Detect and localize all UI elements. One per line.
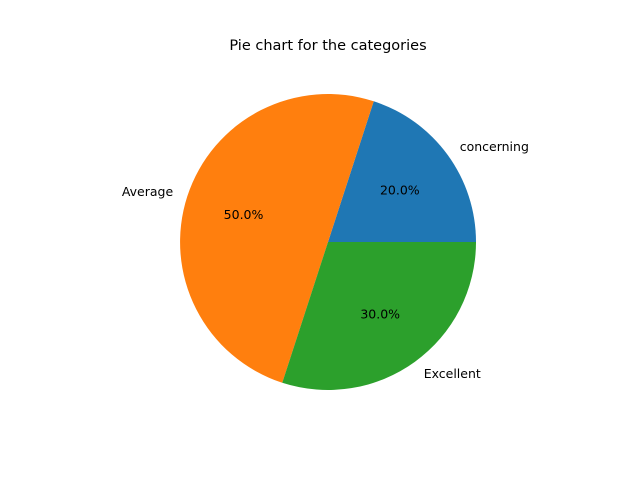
pie-slices [180,94,476,390]
pie-slice-concerning [328,101,476,242]
slice-label-concerning: concerning [460,139,529,154]
slice-label-average: Average [122,184,174,199]
pie-slice-average [180,94,374,383]
pie-labels: concerning 20.0% Average 50.0% Excellent 30.0… [122,139,529,381]
percent-label-concerning: 20.0% [380,182,420,197]
slice-label-excellent: Excellent [424,366,481,381]
percent-label-excellent: 30.0% [360,306,400,321]
percent-label-average: 50.0% [224,207,264,222]
chart-title: Pie chart for the categories [229,38,426,54]
pie-slice-excellent [282,242,476,390]
